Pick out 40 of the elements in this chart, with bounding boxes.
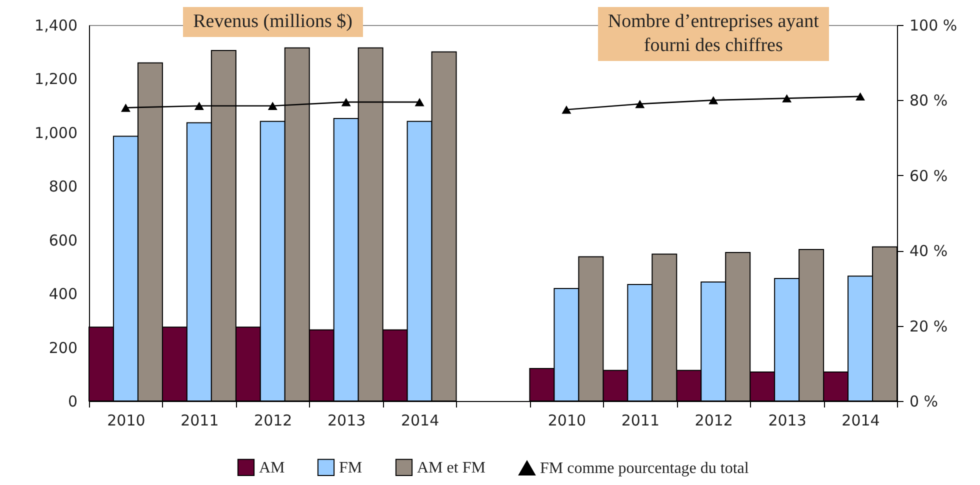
point	[782, 94, 792, 102]
legend-label: FM comme pourcentage du total	[540, 460, 750, 478]
y-tick-label: 600	[48, 231, 78, 250]
y-tick-label: 800	[48, 178, 78, 196]
point	[708, 96, 718, 104]
point	[194, 102, 204, 110]
point	[562, 105, 572, 114]
y2-tick-label: 20 %	[910, 317, 948, 336]
annotation: Revenus (millions $)	[183, 7, 363, 37]
x-tick-label: 2010	[107, 412, 146, 430]
point	[268, 102, 278, 110]
y-tick-label: 200	[48, 338, 78, 357]
x-tick-label: 2011	[180, 412, 219, 430]
y2-tick-label: 60 %	[910, 166, 948, 185]
y-tick-label: 1,200	[34, 70, 78, 88]
y-tick-label: 0	[68, 392, 78, 410]
x-tick-label: 2014	[400, 412, 440, 430]
annotation: Nombre d’entreprises ayant fourni des chiffres	[598, 7, 829, 60]
y-tick-label: 1,400	[34, 16, 78, 34]
x-tick-label: 2012	[254, 412, 292, 430]
x-tick-label: 2011	[621, 412, 660, 430]
y-tick-label: 400	[48, 285, 78, 304]
x-tick-label: 2013	[327, 412, 366, 430]
x-tick-label: 2010	[548, 412, 586, 430]
legend-label: FM	[339, 459, 362, 476]
x-tick-label: 2012	[694, 412, 733, 430]
y-tick-label: 1,000	[34, 124, 78, 142]
x-tick-label: 2013	[768, 412, 806, 430]
y2-tick-label: 0 %	[910, 392, 938, 410]
y2-tick-label: 40 %	[910, 242, 948, 260]
point	[856, 92, 866, 101]
legend-label: AM	[259, 459, 285, 476]
point	[120, 104, 130, 112]
point	[635, 100, 645, 108]
point	[414, 98, 424, 106]
x-tick-label: 2014	[842, 412, 880, 430]
point	[341, 98, 351, 106]
y2-tick-label: 100 %	[910, 16, 958, 34]
y2-tick-label: 80 %	[910, 92, 948, 110]
legend-label: AM et FM	[417, 459, 486, 476]
